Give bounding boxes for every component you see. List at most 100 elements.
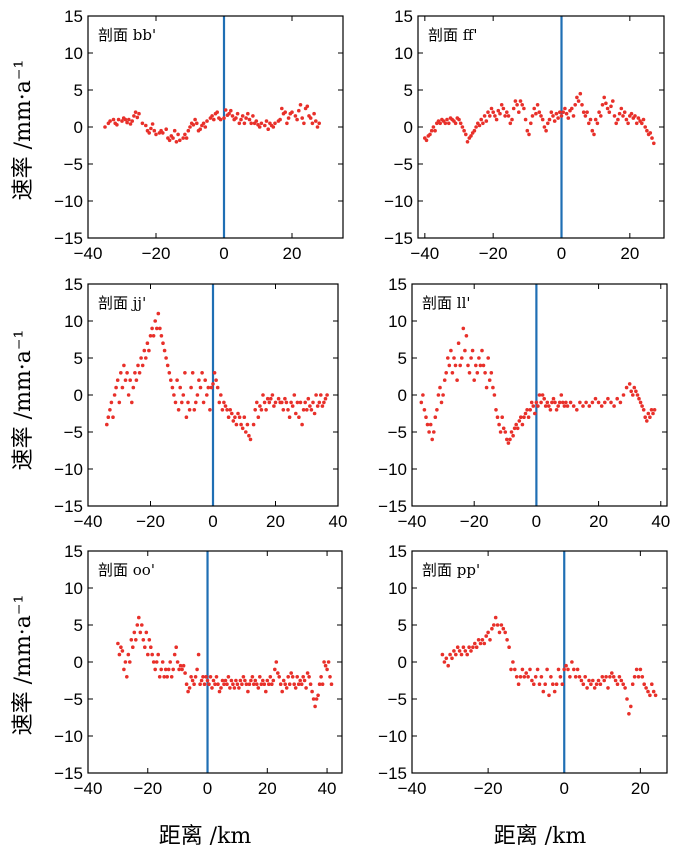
data-point [111, 117, 116, 122]
data-point [592, 132, 596, 137]
data-point [484, 385, 489, 390]
data-point [624, 385, 629, 390]
data-point [609, 400, 613, 405]
data-point [194, 400, 198, 405]
data-point [526, 415, 531, 420]
data-point [140, 623, 144, 627]
data-point [169, 378, 173, 383]
y-tick-label: 15 [388, 542, 407, 561]
data-point [176, 132, 180, 137]
data-point [144, 630, 149, 635]
y-tick-label: 5 [74, 616, 83, 635]
data-point [293, 114, 298, 118]
data-point [474, 645, 479, 649]
data-point [196, 652, 201, 657]
data-point [251, 422, 256, 427]
data-point [284, 400, 289, 405]
data-point [198, 127, 202, 131]
data-point [643, 125, 647, 129]
data-point [511, 660, 515, 664]
data-point [137, 371, 142, 375]
data-point [501, 426, 506, 431]
data-point [214, 378, 218, 383]
data-point [161, 341, 165, 346]
data-point [289, 400, 293, 405]
data-point [191, 123, 196, 127]
data-point [593, 396, 598, 401]
data-point [141, 638, 146, 642]
data-point [173, 400, 178, 405]
data-point [246, 689, 250, 694]
data-point [556, 667, 561, 672]
data-point [134, 378, 139, 383]
data-point [490, 626, 494, 631]
data-point [313, 704, 317, 709]
data-point [537, 393, 542, 397]
data-point [560, 682, 565, 686]
data-point [453, 363, 458, 368]
data-point [532, 682, 536, 686]
data-point [312, 411, 317, 416]
data-point [591, 678, 595, 683]
data-point [587, 404, 592, 408]
data-point [623, 686, 627, 690]
data-point [514, 422, 518, 427]
data-point [227, 111, 231, 116]
data-point [278, 117, 282, 122]
data-point [268, 675, 273, 679]
data-point [236, 411, 240, 416]
data-point [590, 400, 595, 405]
data-point [137, 615, 141, 620]
data-point [247, 117, 252, 122]
data-point [109, 400, 114, 405]
data-point [457, 649, 462, 653]
data-point [262, 400, 267, 405]
data-point [523, 411, 528, 416]
data-point [536, 404, 540, 408]
data-point [286, 116, 291, 120]
data-point [629, 389, 633, 394]
data-point [168, 660, 172, 664]
data-point [470, 348, 475, 353]
data-point [187, 686, 192, 690]
plot-frame [87, 283, 339, 507]
data-point [443, 121, 448, 126]
data-point [189, 675, 193, 679]
data-point [114, 385, 118, 390]
data-point [487, 378, 492, 383]
data-point [325, 393, 329, 397]
data-point [510, 117, 514, 122]
data-point [634, 121, 639, 126]
data-point [575, 667, 580, 672]
data-point [546, 121, 550, 126]
data-point [131, 385, 136, 390]
data-point [636, 116, 641, 120]
data-point [552, 689, 557, 694]
data-point [150, 652, 154, 657]
data-point [535, 667, 540, 672]
data-point [322, 400, 326, 405]
data-point [465, 140, 470, 144]
data-point [308, 682, 313, 686]
data-point [157, 675, 162, 679]
data-point [550, 400, 554, 405]
data-point [516, 682, 521, 686]
data-point [508, 121, 513, 126]
data-point [602, 95, 606, 100]
data-point [457, 117, 461, 122]
data-point [240, 682, 244, 686]
x-tick-label: −20 [460, 512, 489, 531]
data-point [300, 422, 304, 427]
data-point [604, 101, 608, 106]
data-point [514, 675, 519, 679]
x-tick-label: 20 [631, 779, 650, 798]
y-axis-label-row-3: 速率 /mm·a⁻¹ [11, 595, 36, 736]
data-point [460, 125, 465, 129]
data-point [206, 385, 211, 390]
data-point [595, 121, 600, 126]
data-point [637, 396, 641, 401]
data-point [325, 667, 329, 672]
data-point [218, 117, 223, 122]
data-point [540, 117, 545, 122]
data-point [581, 110, 586, 114]
